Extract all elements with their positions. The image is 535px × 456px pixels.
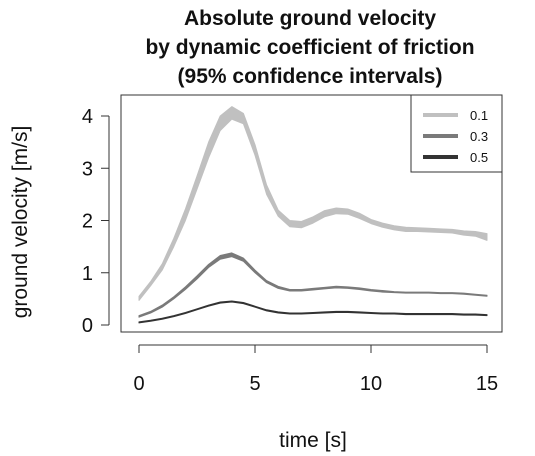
legend-box [410,94,503,173]
series-layer [138,106,488,324]
x-ticks: 0 5 10 15 [133,345,498,395]
chart-title-line-3: (95% confidence intervals) [178,65,443,88]
y-tick-label: 0 [82,315,93,337]
y-tick-label: 2 [82,211,93,233]
x-axis: 0 5 10 15 [133,344,498,395]
y-tick-label: 4 [82,106,93,128]
confidence-band-0.3 [138,252,488,318]
series-0.1 [138,106,488,301]
chart-title-line-2: by dynamic coefficient of friction [145,36,474,59]
chart-title-line-1: Absolute ground velocity [184,7,436,30]
x-axis-title: time [s] [279,429,347,452]
legend-label-0.1: 0.1 [470,108,488,123]
legend: 0.1 0.3 0.5 [410,94,503,173]
legend-items: 0.1 0.3 0.5 [423,108,488,165]
series-0.5 [138,300,488,324]
series-0.3 [138,252,488,318]
x-tick-label: 15 [476,373,498,395]
plot-frame [120,94,503,333]
legend-label-0.3: 0.3 [470,129,488,144]
x-tick-label: 0 [133,373,144,395]
x-tick-label: 10 [360,373,382,395]
y-tick-label: 3 [82,158,93,180]
x-tick-label: 5 [249,373,260,395]
confidence-band-0.5 [138,300,488,324]
confidence-band-0.1 [138,106,488,301]
y-ticks: 0 1 2 3 4 [82,106,109,337]
legend-label-0.5: 0.5 [470,150,488,165]
y-axis-title: ground velocity [m/s] [9,126,32,319]
y-tick-label: 1 [82,263,93,285]
y-axis: 0 1 2 3 4 [82,106,110,337]
